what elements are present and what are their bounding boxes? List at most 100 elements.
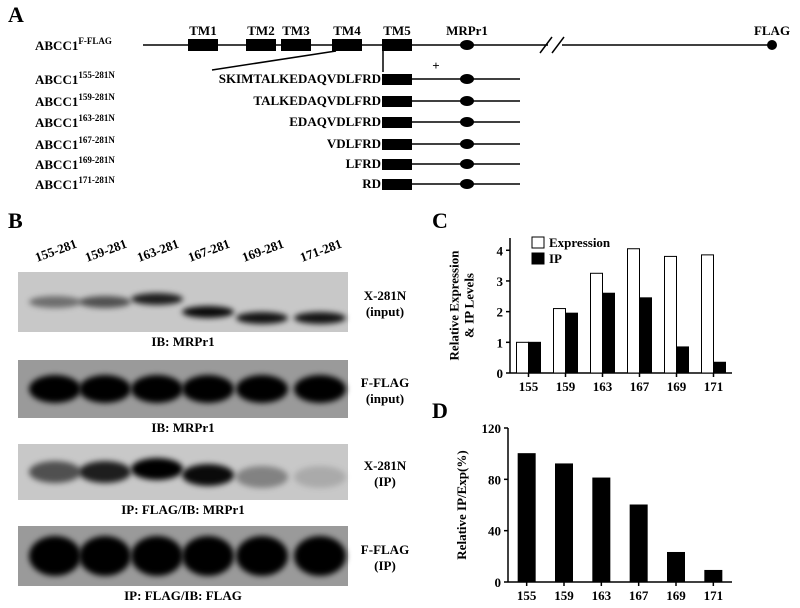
blot-caption: IP: FLAG/IB: MRPr1 [121,502,244,517]
sequence: SKIMTALKEDAQVDLFRD [219,71,381,86]
superscript: 169-281N [78,155,115,165]
bar [555,463,573,583]
motif [460,179,474,189]
bar [713,361,726,374]
main-construct: ABCC1F-FLAG [35,36,112,53]
y-tick-label: 80 [488,472,501,487]
superscript: 159-281N [78,92,115,102]
x-tick-label: 171 [704,379,724,394]
bar [516,341,529,374]
name: ABCC1 [35,38,78,53]
legend-swatch [531,236,545,249]
legend-label: Expression [549,235,611,250]
motif-label: MRPr1 [446,23,488,38]
y-tick-label: 2 [497,305,504,320]
motif [460,74,474,84]
tm-domain [281,39,311,51]
y-tick-label: 3 [497,274,504,289]
bar [704,569,723,583]
construct-name: ABCC1169-281N [35,155,115,172]
tm5 [382,179,412,190]
x-tick-label: 155 [517,588,537,603]
bar [627,248,640,374]
panel-label: A [8,2,24,27]
superscript: 167-281N [78,135,115,145]
tm5 [382,139,412,150]
tm5 [382,159,412,170]
tm-domain [246,39,276,51]
band [29,296,81,308]
construct-name: ABCC1155-281N [35,70,115,87]
band [236,466,288,488]
band [236,375,288,403]
y-tick-label: 40 [488,524,501,539]
blot-label: X-281N [364,288,407,303]
construct-name: ABCC1159-281N [35,92,115,109]
x-tick-label: 169 [667,379,687,394]
band [236,312,288,324]
break [551,36,565,54]
x-tick-label: 155 [519,379,539,394]
band [79,375,131,403]
y-tick-label: 0 [497,366,504,381]
band [131,536,183,576]
name: ABCC1 [35,157,78,172]
sequence: RD [362,176,381,191]
x-tick-label: 171 [704,588,724,603]
name: ABCC1 [35,94,78,109]
bar [553,308,566,374]
band [29,536,81,576]
band [294,536,346,576]
tm5 [382,74,412,85]
legend-swatch [531,252,545,265]
band [29,461,81,483]
x-tick-label: 167 [630,379,650,394]
motif [460,159,474,169]
superscript: 163-281N [78,113,115,123]
bar [590,272,603,374]
bar [565,312,578,374]
band [294,312,346,324]
tm-label: TM1 [189,23,216,38]
sequence: LFRD [346,156,381,171]
band [131,293,183,305]
x-tick-label: 159 [554,588,574,603]
x-tick-label: 167 [629,588,649,603]
construct-name: ABCC1163-281N [35,113,115,130]
bar [664,255,677,374]
tm-domain [188,39,218,51]
lane-label: 169-281 [240,236,286,265]
y-tick-label: 120 [482,421,502,436]
blot-caption: IB: MRPr1 [151,334,214,349]
blot-label: (input) [366,304,404,319]
tag [767,40,777,50]
blot-label: (input) [366,391,404,406]
name: ABCC1 [35,137,78,152]
tag-label: FLAG [754,23,790,38]
band [29,375,81,403]
blot-caption: IP: FLAG/IB: FLAG [124,588,242,603]
name: ABCC1 [35,72,78,87]
band [79,536,131,576]
band [236,536,288,576]
blot-label: F-FLAG [361,375,409,390]
tm5 [382,96,412,107]
panel-label: C [432,208,448,233]
superscript: F-FLAG [78,36,112,46]
motif [460,139,474,149]
bar [639,297,652,374]
superscript: 171-281N [78,175,115,185]
zoom [211,50,337,71]
band [182,464,234,486]
bar [629,504,648,583]
x-tick-label: 163 [592,588,612,603]
motif [460,117,474,127]
y-tick-label: 4 [497,243,504,258]
band [131,458,183,480]
bar [701,254,714,374]
sequence: TALKEDAQVDLFRD [253,93,381,108]
tm-label: TM4 [333,23,361,38]
plus: + [432,58,439,73]
x-tick-label: 163 [593,379,613,394]
